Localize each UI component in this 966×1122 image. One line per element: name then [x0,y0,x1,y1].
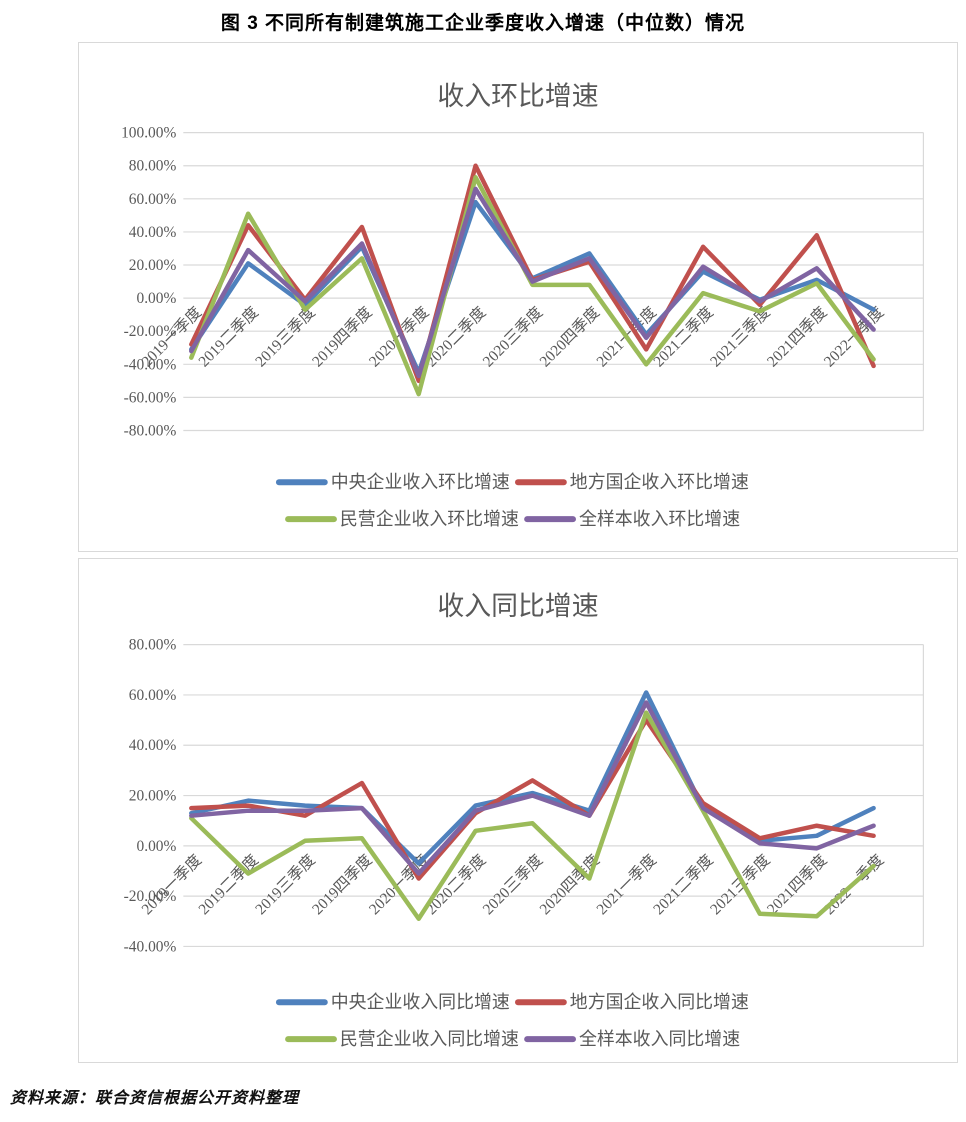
legend-label-private: 民营企业收入环比增速 [340,509,519,529]
x-axis-label: 2022一季度 [820,303,887,370]
y-axis-label: 60.00% [129,191,177,208]
series-line-local-soe [189,717,876,881]
legend-label-central: 中央企业收入同比增速 [331,992,510,1012]
y-axis-label: 0.00% [137,838,177,855]
chart-title: 收入同比增速 [437,591,598,621]
figure-title: 图 3 不同所有制建筑施工企业季度收入增速（中位数）情况 [220,13,746,34]
x-axis-label: 2019三季度 [252,851,319,918]
series-line-full-sample [189,700,876,876]
x-axis-label: 2021四季度 [763,303,830,370]
y-axis-label: -60.00% [124,389,177,406]
x-axis-label: 2020三季度 [479,851,546,918]
y-axis-label: -40.00% [124,938,177,955]
x-axis-label: 2019二季度 [195,851,262,918]
y-axis-label: 20.00% [129,257,177,274]
x-axis-label: 2019四季度 [308,851,375,918]
x-axis-label: 2019一季度 [138,851,205,918]
x-axis-label: 2021二季度 [650,851,717,918]
y-axis-label: 40.00% [129,224,177,241]
x-axis-label: 2021四季度 [763,851,830,918]
y-axis-label: 0.00% [137,290,177,307]
legend-label-full-sample: 全样本收入同比增速 [579,1029,740,1049]
chart-canvas: 收入同比增速 80.00% 60.00% 40.00% 20.00% 0.00% -20.0… [124,591,924,1049]
y-axis-label: 80.00% [129,637,177,654]
x-axis-label: 2019三季度 [252,303,319,370]
series-line-private [189,710,876,922]
series-line-private [189,175,876,397]
x-axis-label: 2021三季度 [706,851,773,918]
legend-label-full-sample: 全样本收入环比增速 [579,509,740,529]
y-axis-label: 80.00% [129,158,177,175]
x-axis-label: 2021一季度 [593,851,660,918]
x-axis-label: 2019四季度 [308,303,375,370]
series-line-full-sample [189,186,876,379]
chart-canvas: 收入环比增速 100.00% 80.00% 60.00% 40.00% 20.00% 0.0… [121,81,925,529]
qoq-growth-chart: 收入环比增速 100.00% 80.00% 60.00% 40.00% 20.00% 0.0… [78,42,958,552]
y-axis-label: 40.00% [129,737,177,754]
legend-label-local-soe: 地方国企收入同比增速 [570,992,749,1012]
y-axis-label: 100.00% [121,125,176,142]
y-axis-label: 60.00% [129,687,177,704]
y-axis-label: -20.00% [124,888,177,905]
legend-label-central: 中央企业收入环比增速 [331,472,510,492]
series-line-local-soe [189,163,876,384]
x-axis-label: 2021三季度 [706,303,773,370]
x-axis-label: 2021二季度 [650,303,717,370]
y-axis-label: 20.00% [129,788,177,805]
y-axis-label: -20.00% [124,323,177,340]
source-note: 资料来源：联合资信根据公开资料整理 [10,1090,300,1107]
y-axis-label: -40.00% [124,356,177,373]
legend-label-local-soe: 地方国企收入环比增速 [570,472,749,492]
chart-title: 收入环比增速 [437,81,598,111]
x-axis-label: 2020四季度 [536,303,603,370]
legend-label-private: 民营企业收入同比增速 [340,1029,519,1049]
y-axis-label: -80.00% [124,422,177,439]
x-axis-label: 2020三季度 [479,303,546,370]
yoy-growth-chart: 收入同比增速 80.00% 60.00% 40.00% 20.00% 0.00% -20.0… [78,558,958,1063]
